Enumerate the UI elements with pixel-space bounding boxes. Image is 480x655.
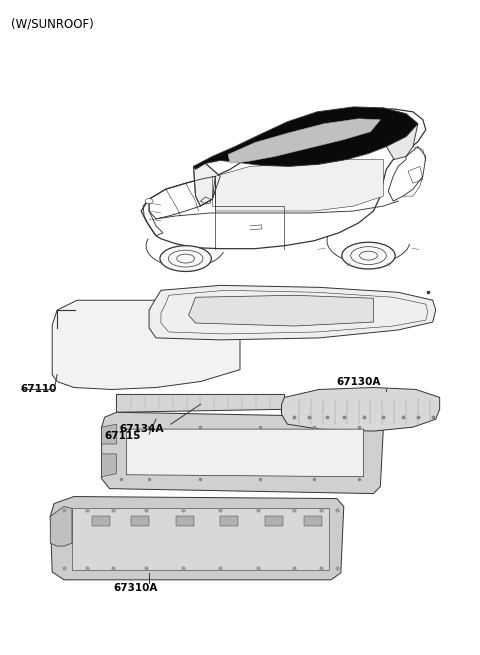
Polygon shape (228, 119, 380, 163)
Polygon shape (117, 394, 285, 412)
Polygon shape (220, 516, 238, 527)
Text: 67115: 67115 (105, 431, 141, 441)
Polygon shape (92, 516, 109, 527)
Text: 67130A: 67130A (337, 377, 381, 388)
Polygon shape (264, 516, 283, 527)
Polygon shape (102, 454, 117, 477)
Polygon shape (72, 508, 329, 570)
Text: (W/SUNROOF): (W/SUNROOF) (11, 18, 94, 31)
Polygon shape (193, 163, 220, 206)
Polygon shape (126, 429, 363, 477)
Ellipse shape (160, 246, 211, 271)
Text: 67310A: 67310A (113, 583, 158, 593)
Polygon shape (176, 516, 193, 527)
Polygon shape (50, 496, 344, 580)
Text: 67134A: 67134A (120, 424, 164, 434)
Ellipse shape (145, 198, 153, 204)
Polygon shape (216, 159, 384, 211)
Text: 67110: 67110 (21, 384, 57, 394)
Polygon shape (281, 388, 440, 431)
Polygon shape (102, 412, 384, 494)
Polygon shape (52, 300, 240, 390)
Polygon shape (384, 108, 418, 159)
Polygon shape (304, 516, 322, 527)
Polygon shape (102, 424, 117, 444)
Polygon shape (50, 506, 72, 546)
Ellipse shape (342, 242, 395, 269)
Polygon shape (149, 286, 436, 340)
Polygon shape (193, 107, 418, 170)
Polygon shape (189, 295, 373, 326)
Polygon shape (131, 516, 149, 527)
